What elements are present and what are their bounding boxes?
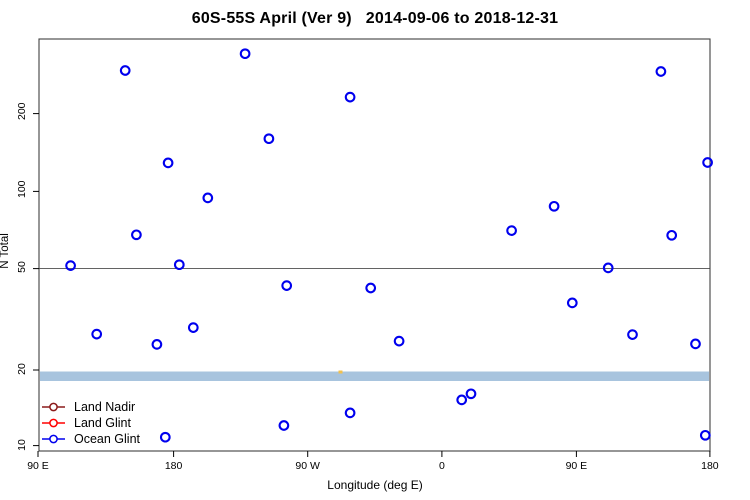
- svg-text:Land Nadir: Land Nadir: [74, 400, 135, 414]
- svg-text:Land Glint: Land Glint: [74, 416, 132, 430]
- svg-text:Ocean Glint: Ocean Glint: [74, 432, 141, 446]
